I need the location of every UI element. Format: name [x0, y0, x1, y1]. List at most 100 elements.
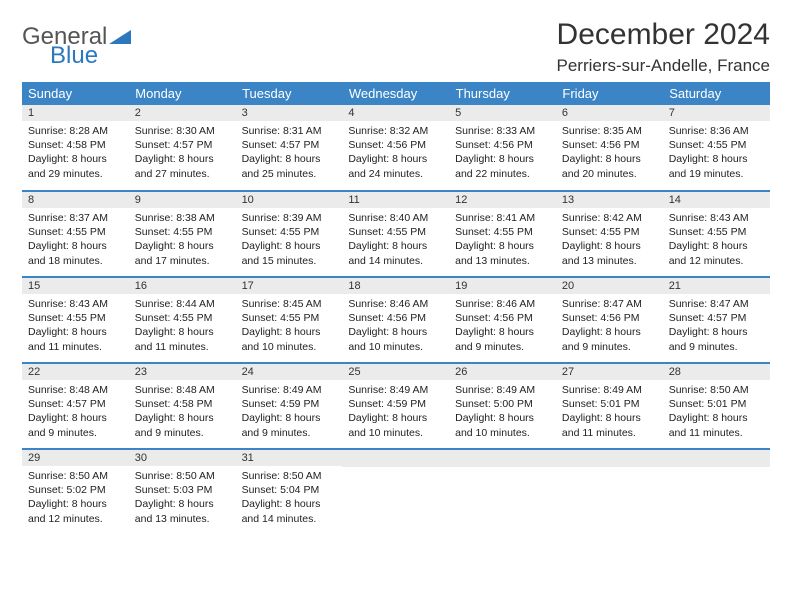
daylight-line: Daylight: 8 hours and 22 minutes. — [455, 152, 550, 180]
day-number: 9 — [129, 192, 236, 208]
sunrise-line: Sunrise: 8:47 AM — [669, 297, 764, 311]
calendar-cell: 13Sunrise: 8:42 AMSunset: 4:55 PMDayligh… — [556, 191, 663, 277]
sunset-line: Sunset: 4:55 PM — [348, 225, 443, 239]
day-number: 24 — [236, 364, 343, 380]
day-details — [342, 467, 449, 474]
weekday-header: Saturday — [663, 82, 770, 105]
sunset-line: Sunset: 5:02 PM — [28, 483, 123, 497]
sunset-line: Sunset: 5:03 PM — [135, 483, 230, 497]
day-number: 28 — [663, 364, 770, 380]
day-number — [342, 450, 449, 467]
sunrise-line: Sunrise: 8:38 AM — [135, 211, 230, 225]
day-number: 5 — [449, 105, 556, 121]
day-number: 27 — [556, 364, 663, 380]
calendar-table: SundayMondayTuesdayWednesdayThursdayFrid… — [22, 82, 770, 535]
day-number: 19 — [449, 278, 556, 294]
day-number: 13 — [556, 192, 663, 208]
sunrise-line: Sunrise: 8:36 AM — [669, 124, 764, 138]
calendar-cell: 27Sunrise: 8:49 AMSunset: 5:01 PMDayligh… — [556, 363, 663, 449]
calendar-cell: 17Sunrise: 8:45 AMSunset: 4:55 PMDayligh… — [236, 277, 343, 363]
weekday-header: Wednesday — [342, 82, 449, 105]
day-details: Sunrise: 8:47 AMSunset: 4:57 PMDaylight:… — [663, 294, 770, 358]
day-number: 22 — [22, 364, 129, 380]
sunrise-line: Sunrise: 8:50 AM — [135, 469, 230, 483]
calendar-cell: 21Sunrise: 8:47 AMSunset: 4:57 PMDayligh… — [663, 277, 770, 363]
daylight-line: Daylight: 8 hours and 11 minutes. — [669, 411, 764, 439]
sunrise-line: Sunrise: 8:48 AM — [28, 383, 123, 397]
day-details: Sunrise: 8:43 AMSunset: 4:55 PMDaylight:… — [663, 208, 770, 272]
calendar-row: 15Sunrise: 8:43 AMSunset: 4:55 PMDayligh… — [22, 277, 770, 363]
sunset-line: Sunset: 4:59 PM — [348, 397, 443, 411]
day-details: Sunrise: 8:43 AMSunset: 4:55 PMDaylight:… — [22, 294, 129, 358]
daylight-line: Daylight: 8 hours and 19 minutes. — [669, 152, 764, 180]
sunrise-line: Sunrise: 8:42 AM — [562, 211, 657, 225]
sunrise-line: Sunrise: 8:28 AM — [28, 124, 123, 138]
calendar-cell: 30Sunrise: 8:50 AMSunset: 5:03 PMDayligh… — [129, 449, 236, 535]
day-details: Sunrise: 8:45 AMSunset: 4:55 PMDaylight:… — [236, 294, 343, 358]
day-details: Sunrise: 8:35 AMSunset: 4:56 PMDaylight:… — [556, 121, 663, 185]
calendar-cell: 12Sunrise: 8:41 AMSunset: 4:55 PMDayligh… — [449, 191, 556, 277]
calendar-cell: 18Sunrise: 8:46 AMSunset: 4:56 PMDayligh… — [342, 277, 449, 363]
day-number: 6 — [556, 105, 663, 121]
day-number: 7 — [663, 105, 770, 121]
day-details — [663, 467, 770, 474]
day-details: Sunrise: 8:49 AMSunset: 5:00 PMDaylight:… — [449, 380, 556, 444]
logo-triangle-icon — [109, 28, 131, 44]
sunrise-line: Sunrise: 8:50 AM — [669, 383, 764, 397]
day-number: 10 — [236, 192, 343, 208]
sunrise-line: Sunrise: 8:30 AM — [135, 124, 230, 138]
calendar-cell: 28 Sunrise: 8:50 AMSunset: 5:01 PMDayligh… — [663, 363, 770, 449]
day-details: Sunrise: 8:46 AMSunset: 4:56 PMDaylight:… — [342, 294, 449, 358]
calendar-cell: 10Sunrise: 8:39 AMSunset: 4:55 PMDayligh… — [236, 191, 343, 277]
day-number: 4 — [342, 105, 449, 121]
daylight-line: Daylight: 8 hours and 11 minutes. — [135, 325, 230, 353]
calendar-cell: 7Sunrise: 8:36 AMSunset: 4:55 PMDaylight… — [663, 105, 770, 191]
day-details: Sunrise: 8:41 AMSunset: 4:55 PMDaylight:… — [449, 208, 556, 272]
day-details — [556, 467, 663, 474]
location: Perriers-sur-Andelle, France — [556, 56, 770, 76]
sunset-line: Sunset: 4:58 PM — [28, 138, 123, 152]
sunset-line: Sunset: 5:00 PM — [455, 397, 550, 411]
sunset-line: Sunset: 4:56 PM — [348, 138, 443, 152]
day-number: 16 — [129, 278, 236, 294]
month-title: December 2024 — [556, 18, 770, 52]
daylight-line: Daylight: 8 hours and 9 minutes. — [135, 411, 230, 439]
sunset-line: Sunset: 4:56 PM — [455, 138, 550, 152]
sunrise-line: Sunrise: 8:46 AM — [348, 297, 443, 311]
sunset-line: Sunset: 4:59 PM — [242, 397, 337, 411]
day-number: 18 — [342, 278, 449, 294]
weekday-header: Thursday — [449, 82, 556, 105]
daylight-line: Daylight: 8 hours and 12 minutes. — [28, 497, 123, 525]
day-number: 29 — [22, 450, 129, 466]
sunset-line: Sunset: 5:01 PM — [669, 397, 764, 411]
daylight-line: Daylight: 8 hours and 29 minutes. — [28, 152, 123, 180]
sunrise-line: Sunrise: 8:39 AM — [242, 211, 337, 225]
day-details: Sunrise: 8:50 AMSunset: 5:04 PMDaylight:… — [236, 466, 343, 530]
sunset-line: Sunset: 4:55 PM — [28, 225, 123, 239]
daylight-line: Daylight: 8 hours and 24 minutes. — [348, 152, 443, 180]
sunrise-line: Sunrise: 8:49 AM — [455, 383, 550, 397]
daylight-line: Daylight: 8 hours and 27 minutes. — [135, 152, 230, 180]
calendar-cell: 6Sunrise: 8:35 AMSunset: 4:56 PMDaylight… — [556, 105, 663, 191]
day-number: 21 — [663, 278, 770, 294]
day-details — [449, 467, 556, 474]
title-block: December 2024 Perriers-sur-Andelle, Fran… — [556, 18, 770, 76]
daylight-line: Daylight: 8 hours and 10 minutes. — [242, 325, 337, 353]
sunset-line: Sunset: 4:57 PM — [135, 138, 230, 152]
sunrise-line: Sunrise: 8:43 AM — [28, 297, 123, 311]
sunset-line: Sunset: 5:01 PM — [562, 397, 657, 411]
daylight-line: Daylight: 8 hours and 17 minutes. — [135, 239, 230, 267]
sunset-line: Sunset: 5:04 PM — [242, 483, 337, 497]
calendar-row: 22Sunrise: 8:48 AMSunset: 4:57 PMDayligh… — [22, 363, 770, 449]
calendar-cell: 11Sunrise: 8:40 AMSunset: 4:55 PMDayligh… — [342, 191, 449, 277]
sunset-line: Sunset: 4:55 PM — [562, 225, 657, 239]
daylight-line: Daylight: 8 hours and 13 minutes. — [135, 497, 230, 525]
calendar-cell: 29Sunrise: 8:50 AMSunset: 5:02 PMDayligh… — [22, 449, 129, 535]
calendar-cell: 20Sunrise: 8:47 AMSunset: 4:56 PMDayligh… — [556, 277, 663, 363]
calendar-row: 29Sunrise: 8:50 AMSunset: 5:02 PMDayligh… — [22, 449, 770, 535]
calendar-cell: 26Sunrise: 8:49 AMSunset: 5:00 PMDayligh… — [449, 363, 556, 449]
sunset-line: Sunset: 4:58 PM — [135, 397, 230, 411]
calendar-cell: 14Sunrise: 8:43 AMSunset: 4:55 PMDayligh… — [663, 191, 770, 277]
day-number: 31 — [236, 450, 343, 466]
calendar-cell — [342, 449, 449, 535]
